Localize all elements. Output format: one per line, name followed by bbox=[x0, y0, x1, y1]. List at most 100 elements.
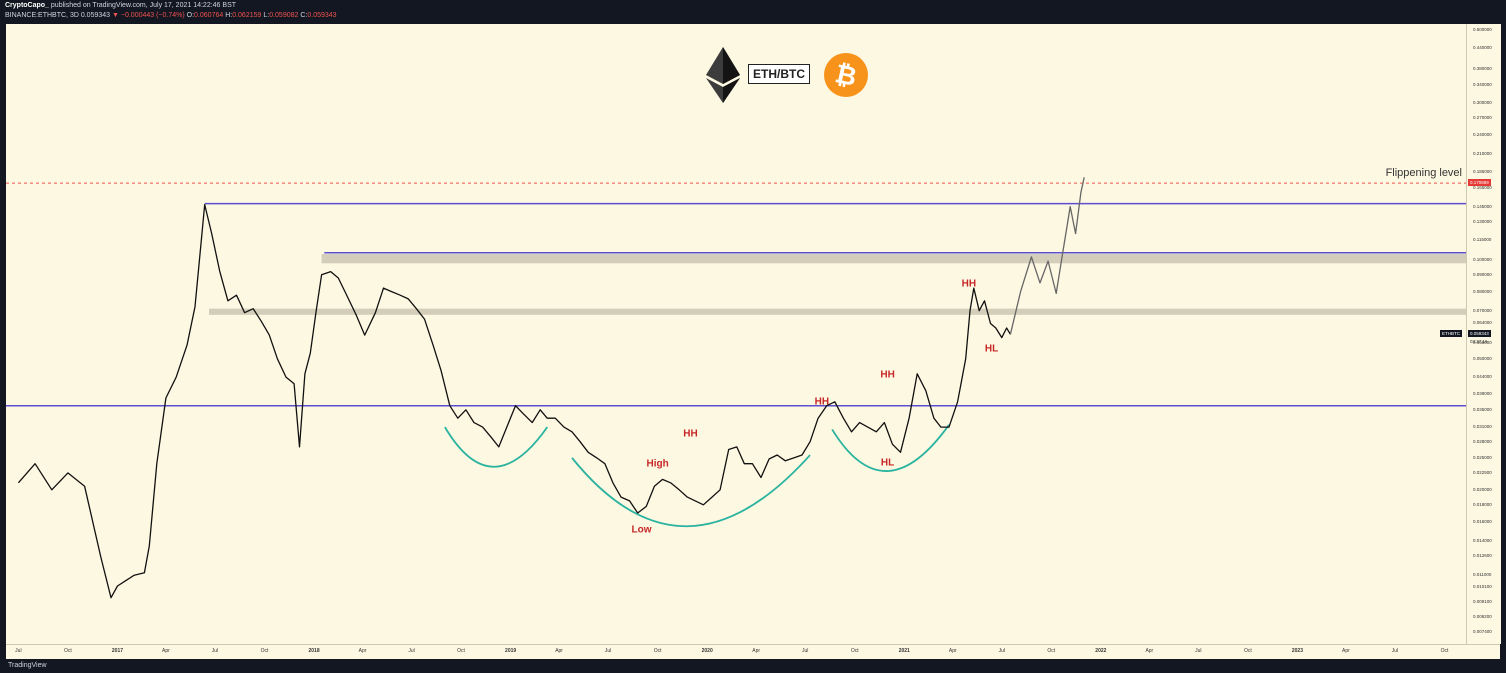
x-tick-label: Jul bbox=[408, 648, 415, 654]
y-tick-label: 0.007400 bbox=[1473, 628, 1492, 634]
y-tick-label: 0.090000 bbox=[1473, 271, 1492, 277]
label-hl: HL bbox=[984, 343, 999, 355]
x-tick-label: Oct bbox=[260, 648, 269, 654]
publish-date: published on TradingView.com, July 17, 2… bbox=[50, 2, 237, 9]
x-tick-label: Oct bbox=[1440, 648, 1449, 654]
x-tick-label: 2020 bbox=[701, 648, 713, 654]
y-tick-label: 0.035000 bbox=[1473, 406, 1492, 412]
y-tick-label: 0.044000 bbox=[1473, 374, 1492, 380]
y-tick-label: 0.028000 bbox=[1473, 438, 1492, 444]
label-hl: HL bbox=[880, 457, 895, 469]
label-hh: HH bbox=[961, 278, 977, 290]
x-tick-label: Oct bbox=[653, 648, 662, 654]
chart-svg bbox=[6, 177, 1466, 599]
x-tick-label: Jul bbox=[604, 648, 612, 654]
projection-path bbox=[1009, 177, 1085, 335]
x-tick-label: Jul bbox=[802, 648, 809, 654]
x-tick-label: 2019 bbox=[505, 648, 517, 654]
current-symbol-tag: ETHBTC bbox=[1440, 330, 1462, 338]
ethereum-icon bbox=[706, 47, 740, 103]
price-axis[interactable]: 0.500000 0.440000 0.380000 0.340000 0.300000… bbox=[1466, 24, 1501, 644]
y-tick-label: 0.440000 bbox=[1473, 44, 1492, 50]
symbol-info: BINANCE:ETHBTC, 3D 0.059343 ▼ −0.000443 … bbox=[5, 12, 337, 19]
resistance-zone-1 bbox=[321, 254, 1466, 264]
x-tick-label: Apr bbox=[752, 648, 761, 654]
rounded-bottom-arc-1 bbox=[444, 426, 548, 468]
chart-header: CryptoCapo_ published on TradingView.com… bbox=[0, 0, 1506, 24]
x-tick-label: 2023 bbox=[1291, 648, 1303, 654]
label-hh: HH bbox=[683, 428, 698, 440]
y-tick-label: 0.165000 bbox=[1473, 185, 1492, 191]
y-tick-label: 0.185000 bbox=[1473, 168, 1492, 174]
y-tick-label: 0.070000 bbox=[1473, 307, 1492, 313]
x-tick-label: Oct bbox=[850, 648, 859, 654]
ohlc-close-key: C: bbox=[300, 12, 308, 19]
y-tick-label: 0.050000 bbox=[1473, 355, 1492, 361]
y-tick-label: 0.014000 bbox=[1473, 537, 1492, 543]
y-tick-label: 0.500000 bbox=[1473, 26, 1492, 32]
resistance-zone-2 bbox=[209, 308, 1466, 315]
flippening-level-label: Flippening level bbox=[1385, 167, 1462, 180]
ethbtc-price-line bbox=[17, 203, 1011, 599]
x-tick-label: Jul bbox=[211, 648, 219, 654]
x-tick-label: Oct bbox=[64, 648, 72, 654]
y-tick-label: 0.100000 bbox=[1473, 256, 1492, 262]
y-tick-label: 0.145000 bbox=[1473, 203, 1492, 209]
y-tick-label: 0.018000 bbox=[1473, 501, 1492, 507]
y-tick-label: 0.011000 bbox=[1473, 572, 1492, 578]
label-high: High bbox=[646, 458, 669, 470]
y-tick-label: 0.031000 bbox=[1473, 424, 1492, 430]
y-tick-label: 0.009100 bbox=[1473, 599, 1492, 605]
y-tick-label: 0.380000 bbox=[1473, 65, 1492, 71]
tradingview-brand[interactable]: TradingView bbox=[8, 662, 47, 669]
y-tick-label: 0.240000 bbox=[1473, 131, 1492, 137]
x-tick-label: Apr bbox=[358, 648, 367, 654]
time-axis[interactable]: Jul Oct 2017 Apr Jul Oct 2018 Apr Jul Oct 2019 Apr J… bbox=[6, 644, 1500, 659]
y-tick-label: 0.080000 bbox=[1473, 288, 1492, 294]
label-low: Low bbox=[631, 524, 652, 536]
flippening-price-tag: 0.170889 bbox=[1468, 179, 1491, 187]
symbol-line: BINANCE:ETHBTC, 3D 0.059343 bbox=[5, 12, 111, 19]
x-tick-label: Jul bbox=[15, 648, 22, 654]
rounded-bottom-arc-2 bbox=[571, 454, 811, 528]
x-tick-label: Jul bbox=[998, 648, 1005, 654]
y-tick-label: 0.020000 bbox=[1473, 486, 1492, 492]
bar-countdown: 03:37:16 bbox=[1470, 339, 1488, 345]
x-tick-label: Apr bbox=[948, 648, 957, 654]
y-tick-label: 0.010100 bbox=[1473, 584, 1492, 590]
y-tick-label: 0.115000 bbox=[1473, 236, 1492, 242]
y-tick-label: 0.012600 bbox=[1473, 552, 1492, 558]
author-name[interactable]: CryptoCapo_ bbox=[5, 2, 49, 9]
ohlc-high-value: 0.062159 bbox=[232, 12, 262, 19]
x-tick-label: Jul bbox=[1195, 648, 1202, 654]
ohlc-low-value: 0.059082 bbox=[269, 12, 299, 19]
x-tick-label: Apr bbox=[162, 648, 170, 654]
y-tick-label: 0.056000 bbox=[1473, 339, 1492, 345]
publish-info: CryptoCapo_ published on TradingView.com… bbox=[5, 2, 236, 9]
chart-plot-area[interactable]: HH HH HH HH HL HL High Low Flippening level ETHBT… bbox=[6, 24, 1466, 644]
y-tick-label: 0.022500 bbox=[1473, 469, 1492, 475]
x-tick-label: Oct bbox=[1047, 648, 1056, 654]
ohlc-open-key: O: bbox=[186, 12, 195, 19]
x-tick-label: Jul bbox=[1391, 648, 1399, 654]
x-tick-label: 2021 bbox=[898, 648, 910, 654]
current-price-tag: 0.059343 bbox=[1468, 330, 1491, 338]
ohlc-close-value: 0.059343 bbox=[307, 12, 337, 19]
x-tick-label: 2018 bbox=[308, 648, 320, 654]
y-tick-label: 0.340000 bbox=[1473, 81, 1492, 87]
y-tick-label: 0.025000 bbox=[1473, 454, 1492, 460]
rounded-bottom-arc-3 bbox=[831, 424, 950, 472]
y-tick-label: 0.210000 bbox=[1473, 150, 1492, 156]
label-hh: HH bbox=[814, 396, 830, 408]
label-hh: HH bbox=[880, 369, 895, 381]
y-tick-label: 0.270000 bbox=[1473, 114, 1492, 120]
price-change: ▼ −0.000443 (−0.74%) bbox=[112, 12, 185, 19]
x-tick-label: 2017 bbox=[111, 648, 124, 654]
chart-footer: TradingView bbox=[0, 660, 1506, 673]
ohlc-low-key: L: bbox=[263, 12, 270, 19]
bitcoin-icon: ₿ bbox=[824, 53, 868, 97]
x-tick-label: Oct bbox=[1243, 648, 1252, 654]
pair-label: ETH/BTC bbox=[748, 64, 810, 84]
x-tick-label: Oct bbox=[457, 648, 465, 654]
y-tick-label: 0.130000 bbox=[1473, 219, 1492, 225]
